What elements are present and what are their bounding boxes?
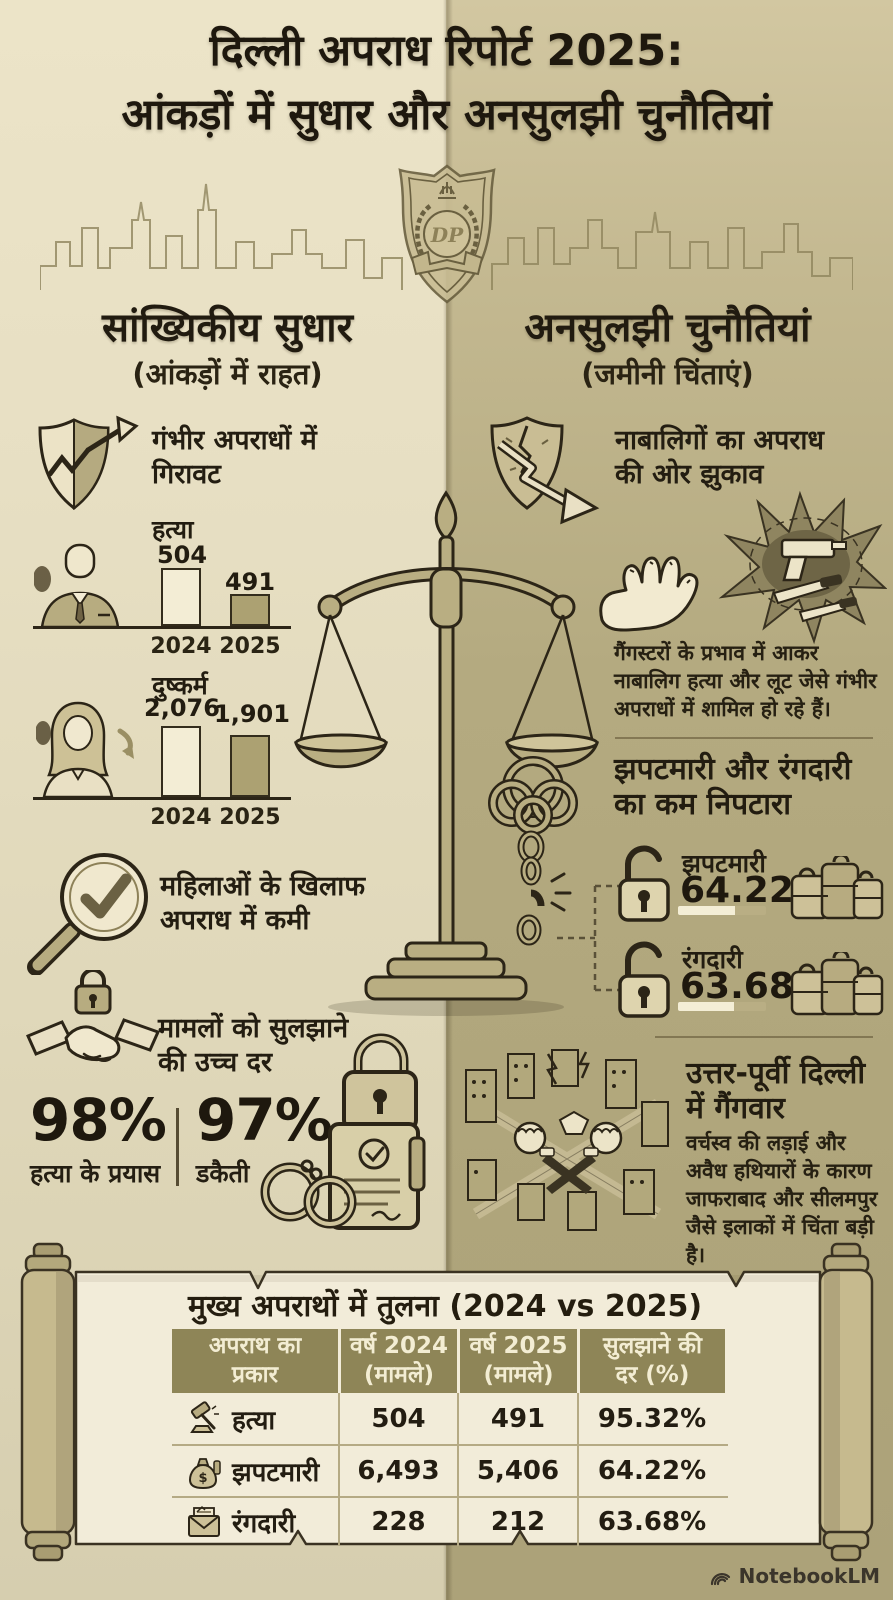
- notebooklm-label: NotebookLM: [738, 1564, 880, 1588]
- table-cell-crime: रंगदारी: [232, 1509, 296, 1539]
- left-section-subheading: (आंकड़ों में राहत): [132, 357, 323, 391]
- extortion-progress: [678, 1002, 766, 1011]
- man-avatar: [34, 543, 120, 627]
- dacoity-solve-percent: 97%: [196, 1086, 333, 1154]
- snatching-progress: [678, 906, 766, 915]
- city-skyline-icon: [40, 183, 853, 290]
- table-cell-2025: 491: [457, 1393, 577, 1444]
- justice-scale-icon: [293, 490, 600, 1016]
- woman-avatar: [36, 701, 134, 797]
- comparison-table-title: मुख्य अपराथों में तुलना (2024 vs 2025): [187, 1289, 703, 1324]
- open-padlock-icon: [618, 845, 670, 922]
- attempt-murder-caption: हत्या के प्रयास: [30, 1159, 161, 1188]
- rape-2025-value: 1,901: [214, 700, 290, 728]
- table-header-2025: वर्ष 2025 (मामले): [457, 1329, 577, 1393]
- murder-2025-value: 491: [224, 568, 276, 596]
- attempt-murder-solve-percent: 98%: [30, 1086, 167, 1154]
- table-header-crime-type: अपराथ का प्रकार: [172, 1329, 338, 1393]
- seized-goods-icon: [790, 856, 884, 920]
- table-row-snatching: $ झपटमारी 6,493 5,406 64.22%: [172, 1444, 728, 1496]
- snatching-progress-fill: [678, 906, 735, 915]
- women-crime-decline-label: महिलाओं के खिलाफ अपराध में कमी: [160, 871, 366, 936]
- table-cell-rate: 95.32%: [577, 1393, 725, 1444]
- stat-divider: [176, 1108, 179, 1186]
- rape-year-2025: 2025: [219, 805, 281, 830]
- svg-text:DP: DP: [430, 223, 464, 247]
- murder-chart-baseline: [33, 626, 291, 629]
- left-section-heading: सांख्यिकीय सुधार: [102, 305, 353, 351]
- right-section-heading: अनसुलझी चुनौतियां: [524, 305, 811, 351]
- handcuffs-document-icon: [260, 1033, 426, 1230]
- rape-year-2024: 2024: [150, 805, 212, 830]
- envelope-icon: [188, 1505, 220, 1537]
- murder-2024-bar: [161, 568, 201, 626]
- magnifier-check-icon: [27, 853, 148, 975]
- seized-goods-icon: [790, 952, 884, 1016]
- table-row-murder: हत्या 504 491 95.32%: [172, 1393, 728, 1444]
- table-cell-2025: 5,406: [457, 1446, 577, 1496]
- gangwar-heading: उत्तर-पूर्वी दिल्ली में गैंगवार: [686, 1056, 866, 1127]
- open-padlock-icon: [618, 941, 670, 1018]
- knot-chain-icon: [488, 756, 578, 946]
- extortion-label: रंगदारी: [682, 945, 743, 974]
- table-cell-rate: 64.22%: [577, 1446, 725, 1496]
- table-cell-rate: 63.68%: [577, 1498, 725, 1546]
- money-bag-icon: $: [188, 1458, 221, 1489]
- table-header-2024: वर्ष 2024 (मामले): [338, 1329, 457, 1393]
- gavel-icon: [190, 1400, 219, 1433]
- table-cell-2024: 6,493: [338, 1446, 457, 1496]
- table-header-rate: सुलझाने की दर (%): [577, 1329, 725, 1393]
- notebooklm-watermark: NotebookLM: [705, 1564, 880, 1588]
- table-row-extortion: रंगदारी 228 212 63.68%: [172, 1496, 728, 1546]
- low-disposal-heading: झपटमारी और रंगदारी का कम निपटारा: [614, 752, 852, 823]
- dacoity-caption: डकैती: [196, 1159, 250, 1188]
- snatching-label: झपटमारी: [682, 849, 766, 878]
- handshake-lock-icon: [26, 970, 160, 1062]
- reaching-hand-icon: [599, 556, 699, 632]
- minor-crime-trend-label: नाबालिगों का अपराध की ओर झुकाव: [615, 425, 825, 490]
- svg-text:$: $: [198, 1471, 207, 1486]
- murder-2025-bar: [230, 594, 270, 626]
- table-cell-2024: 504: [338, 1393, 457, 1444]
- murder-2024-value: 504: [156, 541, 208, 569]
- murder-year-2024: 2024: [150, 634, 212, 659]
- right-section-subheading: (जमीनी चिंताएं): [581, 357, 754, 391]
- rape-chart-title: दुष्कर्म: [152, 671, 208, 700]
- rape-chart-baseline: [33, 797, 291, 800]
- extortion-progress-fill: [678, 1002, 735, 1011]
- notebooklm-logo-icon: [710, 1573, 730, 1586]
- shield-uptrend-icon: [38, 415, 139, 511]
- murder-chart-title: हत्या: [152, 515, 194, 544]
- comparison-table: अपराथ का प्रकार वर्ष 2024 (मामले) वर्ष 2…: [172, 1329, 728, 1546]
- minor-crime-note: गैंगस्टरों के प्रभाव में आकर नाबालिग हत्…: [614, 641, 877, 721]
- right-divider-1: [615, 737, 873, 739]
- serious-crime-decline-label: गंभीर अपराधों में गिरावट: [152, 425, 317, 490]
- table-cell-crime: झपटमारी: [232, 1458, 320, 1488]
- table-cell-2024: 228: [338, 1498, 457, 1546]
- high-solve-rate-label: मामलों को सुलझाने की उच्च दर: [158, 1013, 349, 1078]
- right-divider-2: [655, 1036, 873, 1038]
- dashed-connector: [557, 884, 621, 992]
- broken-shield-downtrend-icon: [490, 416, 600, 525]
- rape-2024-bar: [161, 726, 201, 797]
- table-cell-2025: 212: [457, 1498, 577, 1546]
- rape-2025-bar: [230, 735, 270, 797]
- table-cell-crime: हत्या: [232, 1405, 276, 1436]
- web-weapons-icon: [718, 490, 887, 645]
- police-badge-icon: DP: [398, 164, 496, 304]
- gangwar-map-icon: [465, 1049, 669, 1231]
- gangwar-note: वर्चस्व की लड़ाई और अवैध हथियारों के कार…: [686, 1131, 878, 1267]
- page-title-line2: आंकड़ों में सुधार और अनसुलझी चुनौतियां: [121, 89, 772, 140]
- page-title: दिल्ली अपराध रिपोर्ट 2025: आंकड़ों में स…: [0, 24, 893, 144]
- murder-year-2025: 2025: [219, 634, 281, 659]
- rape-2024-value: 2,076: [144, 694, 220, 722]
- table-header-row: अपराथ का प्रकार वर्ष 2024 (मामले) वर्ष 2…: [172, 1329, 728, 1393]
- page-title-line1: दिल्ली अपराध रिपोर्ट 2025:: [209, 26, 684, 76]
